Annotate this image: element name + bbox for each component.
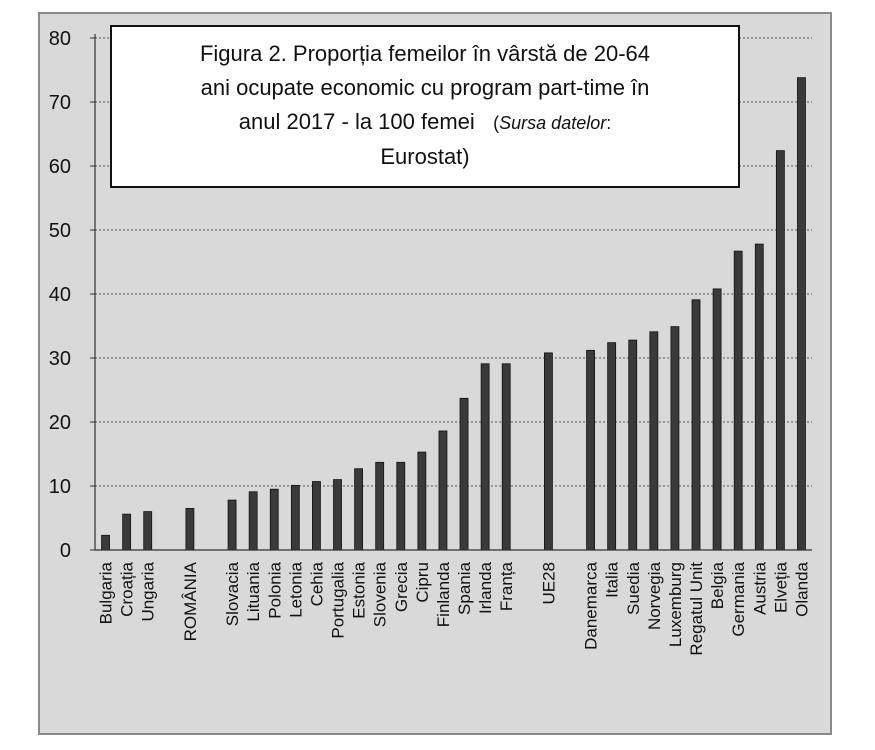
y-tick-label-40: 40 [49, 284, 71, 306]
bar-Elveția [775, 150, 785, 551]
x-tick-label-Ungaria: Ungaria [139, 561, 158, 621]
chart-source-separator: : [606, 113, 612, 133]
bars [101, 77, 806, 551]
bar-Cehia [312, 481, 321, 551]
x-tick-label-Italia: Italia [603, 561, 622, 597]
bar-Grecia [396, 461, 406, 551]
x-tick-label-Croația: Croația [118, 561, 137, 616]
bar-Ungaria [143, 511, 153, 551]
bar-Belgia [712, 288, 722, 551]
chart-title-line-3: anul 2017 - la 100 femei (Sursa datelor: [238, 109, 612, 134]
chart-title-line-2: ani ocupate economic cu program part-tim… [200, 75, 650, 100]
x-tick-labels: Bulgaria Croația Ungaria ROMÂNIA Slovacia Lit… [97, 561, 812, 655]
x-tick-label-Franța: Franța [497, 561, 516, 611]
bar-Regatul Unit [691, 299, 701, 551]
x-tick-label-Suedia: Suedia [624, 561, 643, 614]
bar-Slovenia [375, 461, 385, 551]
y-tick-label-80: 80 [49, 28, 71, 50]
bar-Italia [607, 342, 617, 551]
x-tick-label-Polonia: Polonia [265, 561, 284, 618]
x-tick-label-Irlanda: Irlanda [476, 561, 495, 614]
bar-Croația [122, 513, 132, 551]
x-tick-label-Austria: Austria [750, 561, 769, 614]
bar-Polonia [269, 488, 279, 551]
bar-Portugalia [333, 479, 342, 551]
x-tick-label-Slovacia: Slovacia [223, 561, 242, 626]
x-tick-label-Cipru: Cipru [413, 562, 432, 603]
bar-Suedia [628, 339, 638, 551]
y-tick-label-70: 70 [49, 92, 71, 114]
x-tick-label-Bulgaria: Bulgaria [97, 561, 116, 624]
chart-title-line-4: Eurostat) [380, 144, 470, 169]
chart-title-line-1: Figura 2. Proporția femeilor în vârstă d… [199, 41, 650, 66]
bar-Finlanda [438, 430, 448, 551]
bar-Irlanda [480, 363, 490, 551]
x-tick-label-Grecia: Grecia [392, 561, 411, 612]
x-tick-label-Luxemburg: Luxemburg [666, 562, 685, 647]
x-tick-label-Belgia: Belgia [708, 561, 727, 609]
x-tick-label-Spania: Spania [455, 561, 474, 614]
x-tick-label-Portugalia: Portugalia [329, 561, 348, 638]
chart-title: Figura 2. Proporția femeilor în vârstă d… [110, 25, 740, 188]
y-tick-label-0: 0 [60, 540, 71, 562]
x-tick-label-Olanda: Olanda [792, 561, 811, 616]
x-tick-label-Norvegia: Norvegia [645, 561, 664, 630]
bar-Spania [459, 397, 469, 551]
y-tick-label-10: 10 [49, 476, 71, 498]
y-tick-labels: 0 10 20 30 40 50 60 70 80 [49, 28, 71, 562]
x-tick-label-Regatul Unit: Regatul Unit [687, 562, 706, 656]
bar-Luxemburg [670, 326, 680, 551]
x-tick-label-Slovenia: Slovenia [371, 561, 390, 627]
y-tick-label-50: 50 [49, 220, 71, 242]
x-tick-label-Elveția: Elveția [771, 561, 790, 613]
x-tick-label-ROMÂNIA: ROMÂNIA [181, 561, 200, 641]
bar-Austria [754, 243, 764, 551]
bar-Germania [733, 250, 743, 551]
bar-Letonia [290, 484, 300, 551]
bar-UE28 [543, 352, 553, 551]
bar-Danemarca [586, 349, 595, 551]
chart-title-year: anul 2017 - la 100 femei [238, 109, 475, 134]
bar-Lituania [248, 491, 258, 551]
x-tick-label-Danemarca: Danemarca [582, 561, 601, 649]
y-tick-label-30: 30 [49, 348, 71, 370]
bar-Franța [501, 363, 511, 551]
bar-Olanda [797, 77, 806, 551]
bar-ROMÂNIA [185, 507, 195, 551]
bar-Slovacia [227, 499, 237, 551]
x-tick-label-Estonia: Estonia [350, 561, 369, 618]
x-tick-label-Germania: Germania [729, 561, 748, 636]
chart-source-label: Sursa datelor [499, 113, 607, 133]
y-tick-label-60: 60 [49, 156, 71, 178]
bar-Estonia [354, 468, 364, 551]
x-tick-label-UE28: UE28 [539, 562, 558, 605]
x-tick-label-Letonia: Letonia [286, 561, 305, 617]
y-tick-label-20: 20 [49, 412, 71, 434]
bar-Norvegia [649, 331, 659, 551]
bar-Bulgaria [101, 534, 110, 551]
bar-Cipru [417, 451, 427, 551]
axes [90, 34, 812, 551]
x-tick-label-Cehia: Cehia [307, 561, 326, 606]
x-tick-label-Lituania: Lituania [244, 561, 263, 621]
x-tick-label-Finlanda: Finlanda [434, 561, 453, 627]
